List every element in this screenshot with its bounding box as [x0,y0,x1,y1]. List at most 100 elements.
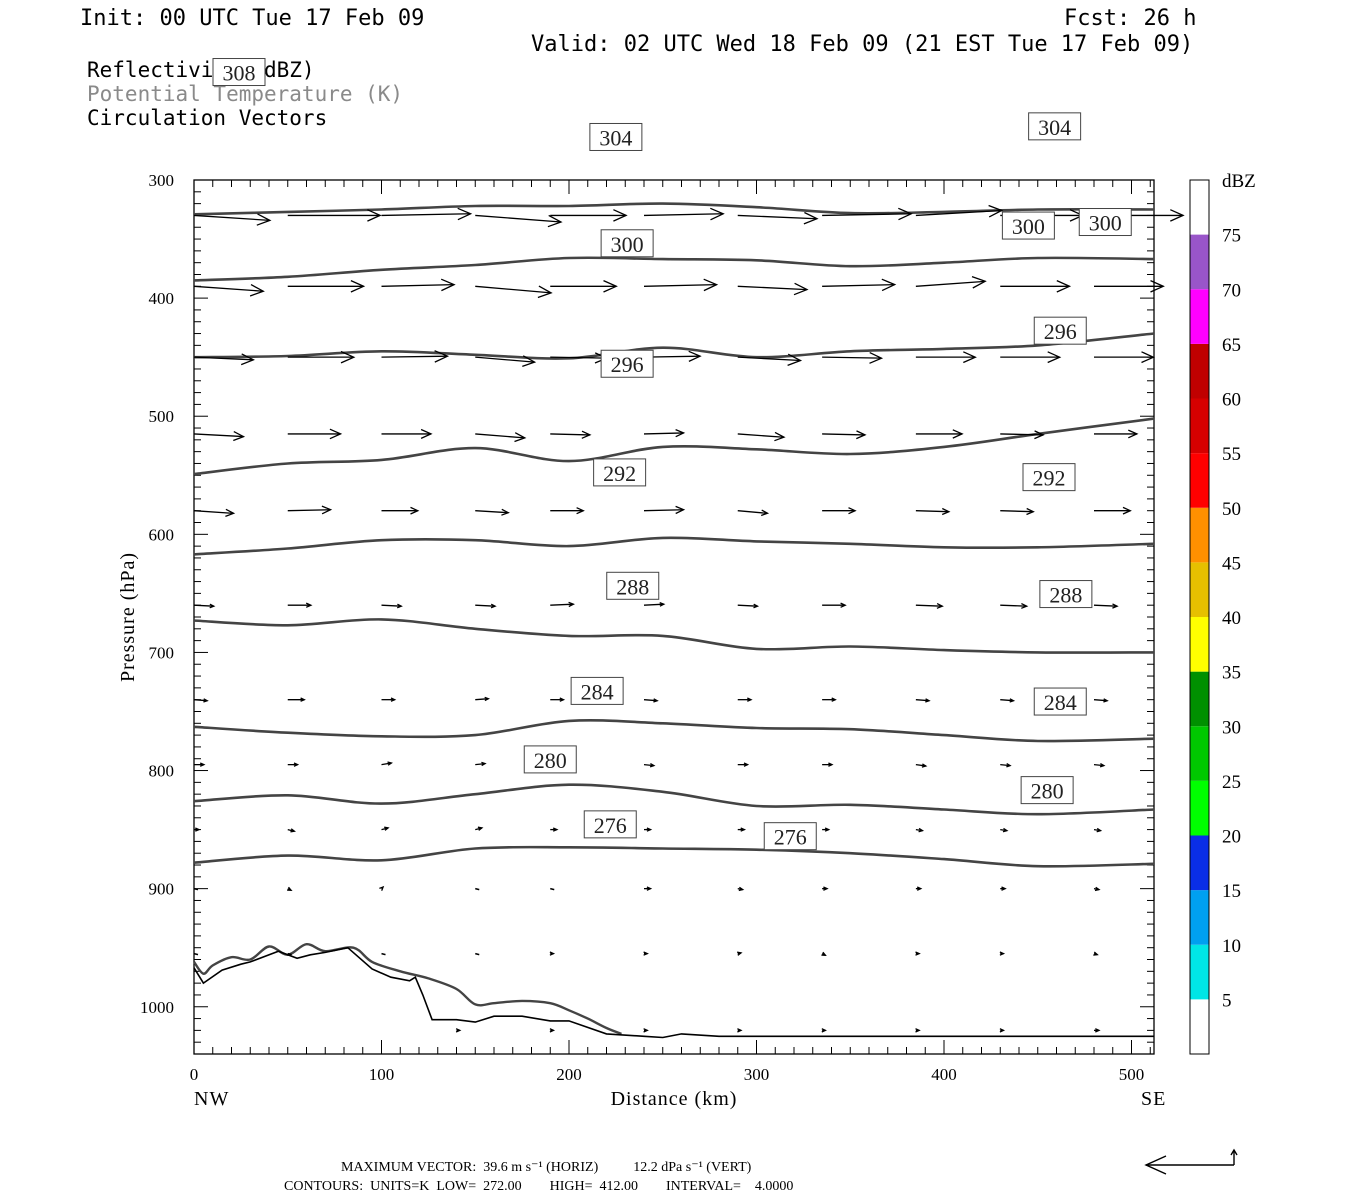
y-axis-label: Pressure (hPa) [117,552,139,682]
vector-head [881,278,897,292]
vector-head [549,951,556,956]
vector-head [823,886,829,891]
circulation-vector [737,1028,743,1033]
colorbar-label: 10 [1222,936,1241,957]
vector-shaft [475,510,509,514]
vector-head [410,506,420,515]
circulation-vector [381,761,393,766]
x-end-label-right: SE [1141,1088,1166,1110]
vector-shaft [643,509,684,512]
y-tick-label: 400 [149,289,175,308]
vector-head [1006,763,1012,768]
vector-head [738,886,745,892]
vector-head [1170,209,1185,222]
vector-head [387,761,393,766]
vector-head [643,1028,649,1033]
vector-shaft [822,283,895,287]
vector-head [477,826,484,831]
legend-vectors: Circulation Vectors [87,106,327,130]
vector-head [646,886,653,891]
circulation-vector [287,280,366,293]
vector-shaft [193,510,234,514]
vector-shaft [475,698,489,701]
colorbar-label: 40 [1222,608,1241,629]
colorbar-label: 75 [1222,226,1241,247]
colorbar-label: 65 [1222,335,1241,356]
colorbar-cell [1190,180,1209,235]
vector-head [1099,763,1106,768]
vector-shaft [643,283,717,287]
vector-shaft [822,433,866,436]
vector-shaft [737,214,817,220]
circulation-vector [287,428,343,440]
vector-shaft [475,887,480,891]
colorbar-cell [1190,780,1209,836]
circulation-vector [737,827,747,832]
circulation-vector [737,509,770,517]
contour-label-box [1028,112,1082,141]
vector-head [537,285,553,299]
circulation-vector [193,508,236,518]
vector-shaft [550,356,607,359]
vector-shaft [737,433,784,438]
vector-head [753,603,760,609]
vector-shaft [737,510,768,514]
vector-head [481,761,487,767]
contour-label-box [1033,687,1087,716]
vector-head [603,280,618,293]
circulation-vector [1094,280,1165,293]
contour-label-box [1022,463,1076,492]
x-tick-label: 300 [744,1065,770,1084]
vector-shaft [1093,699,1108,702]
circulation-vector [550,209,628,222]
vector-head [918,827,925,833]
x-tick-label: 400 [931,1065,957,1084]
circulation-vector [1000,698,1016,703]
vector-head [659,601,666,607]
circulation-vector [1000,351,1062,364]
contour-label: 280 [534,748,567,773]
colorbar-cell [1190,289,1209,344]
vector-head [743,762,750,767]
circulation-vector [1094,1028,1101,1033]
theta-contour-288 [193,618,1155,654]
contour-label: 292 [1033,466,1066,491]
theta-contour-308 [193,202,1155,216]
vector-head [440,278,456,292]
vector-head [831,697,837,702]
vector-head [1150,280,1165,293]
colorbar-title: dBZ [1222,171,1256,192]
vector-shaft [915,209,1002,217]
circulation-vector [643,698,659,703]
circulation-vector [737,697,753,702]
contour-label: 276 [594,813,627,838]
circulation-vector [1093,886,1101,892]
vector-shaft [822,356,882,359]
vector-head [576,507,585,515]
circulation-vector [737,886,745,892]
colorbar-label: 35 [1222,663,1241,684]
circulation-vector [1093,603,1119,609]
vector-head [613,209,628,222]
y-tick-label: 1000 [140,998,174,1017]
dbz-colorbar: 5 10 15 20 25 30 35 40 45 50 55 60 65 70 75 [1189,179,1241,1055]
circulation-vector [999,951,1006,956]
contour-label-box [1039,580,1093,609]
vector-head [256,213,272,226]
vector-head [787,353,803,367]
circulation-vector [737,353,803,367]
vector-shaft [193,214,270,222]
circulation-vector [381,697,397,702]
vector-head [199,762,206,767]
colorbar-cell [1190,617,1209,672]
circulation-vector [737,211,819,225]
circulation-vector [381,826,390,831]
circulation-vector [475,887,480,891]
vector-head [821,951,827,957]
circulation-vector [822,507,857,515]
theta-contour-296 [193,417,1155,476]
theta-contour-284 [193,719,1155,743]
vector-head [915,951,921,956]
circulation-vector [643,1028,649,1033]
contour-label-box [1078,208,1132,237]
